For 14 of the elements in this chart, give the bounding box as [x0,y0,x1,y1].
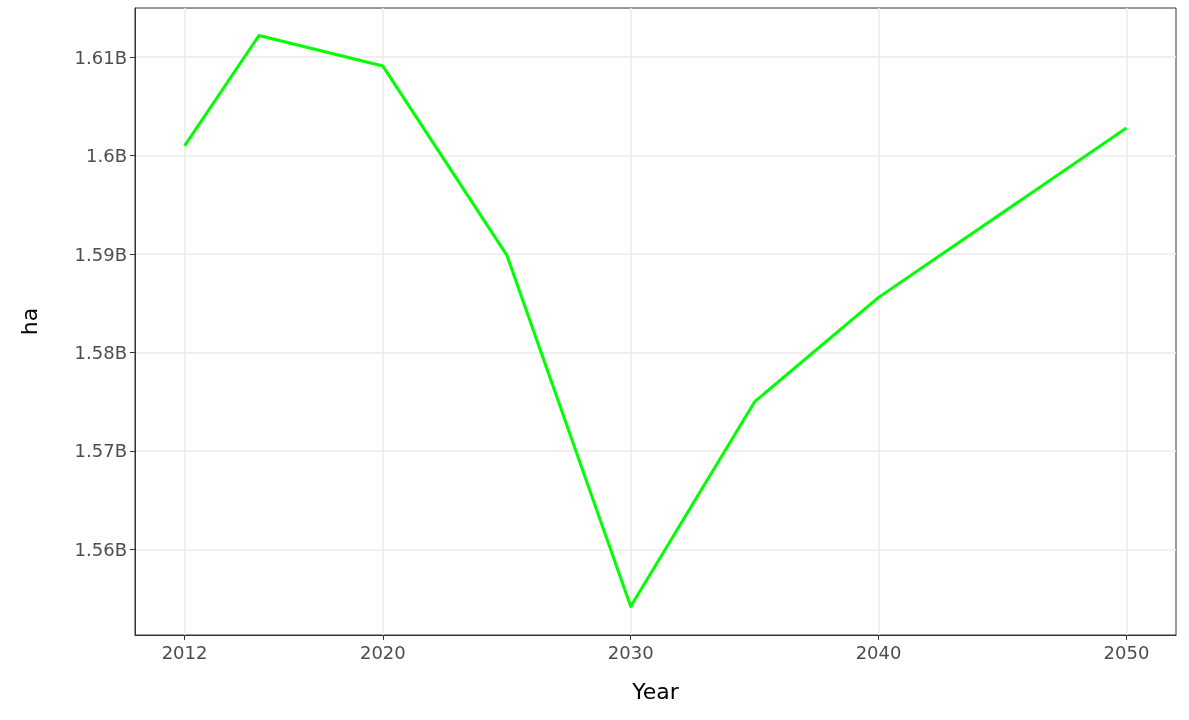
y-tick-label: 1.56B [74,538,127,560]
y-tick-label: 1.59B [74,243,127,265]
y-tick-label: 1.6B [86,145,127,167]
x-tick-label: 2040 [855,641,902,663]
x-tick-label: 2020 [359,641,406,663]
x-tick-label: 2050 [1103,641,1150,663]
x-tick-label: 2030 [607,641,654,663]
y-tick-label: 1.58B [74,342,127,364]
y-tick-label: 1.61B [74,46,127,68]
line-series [183,34,1128,608]
y-axis-title: ha [16,307,42,336]
x-tick-label: 2012 [161,641,208,663]
y-tick-label: 1.57B [74,440,127,462]
x-axis-title: Year [631,678,680,704]
